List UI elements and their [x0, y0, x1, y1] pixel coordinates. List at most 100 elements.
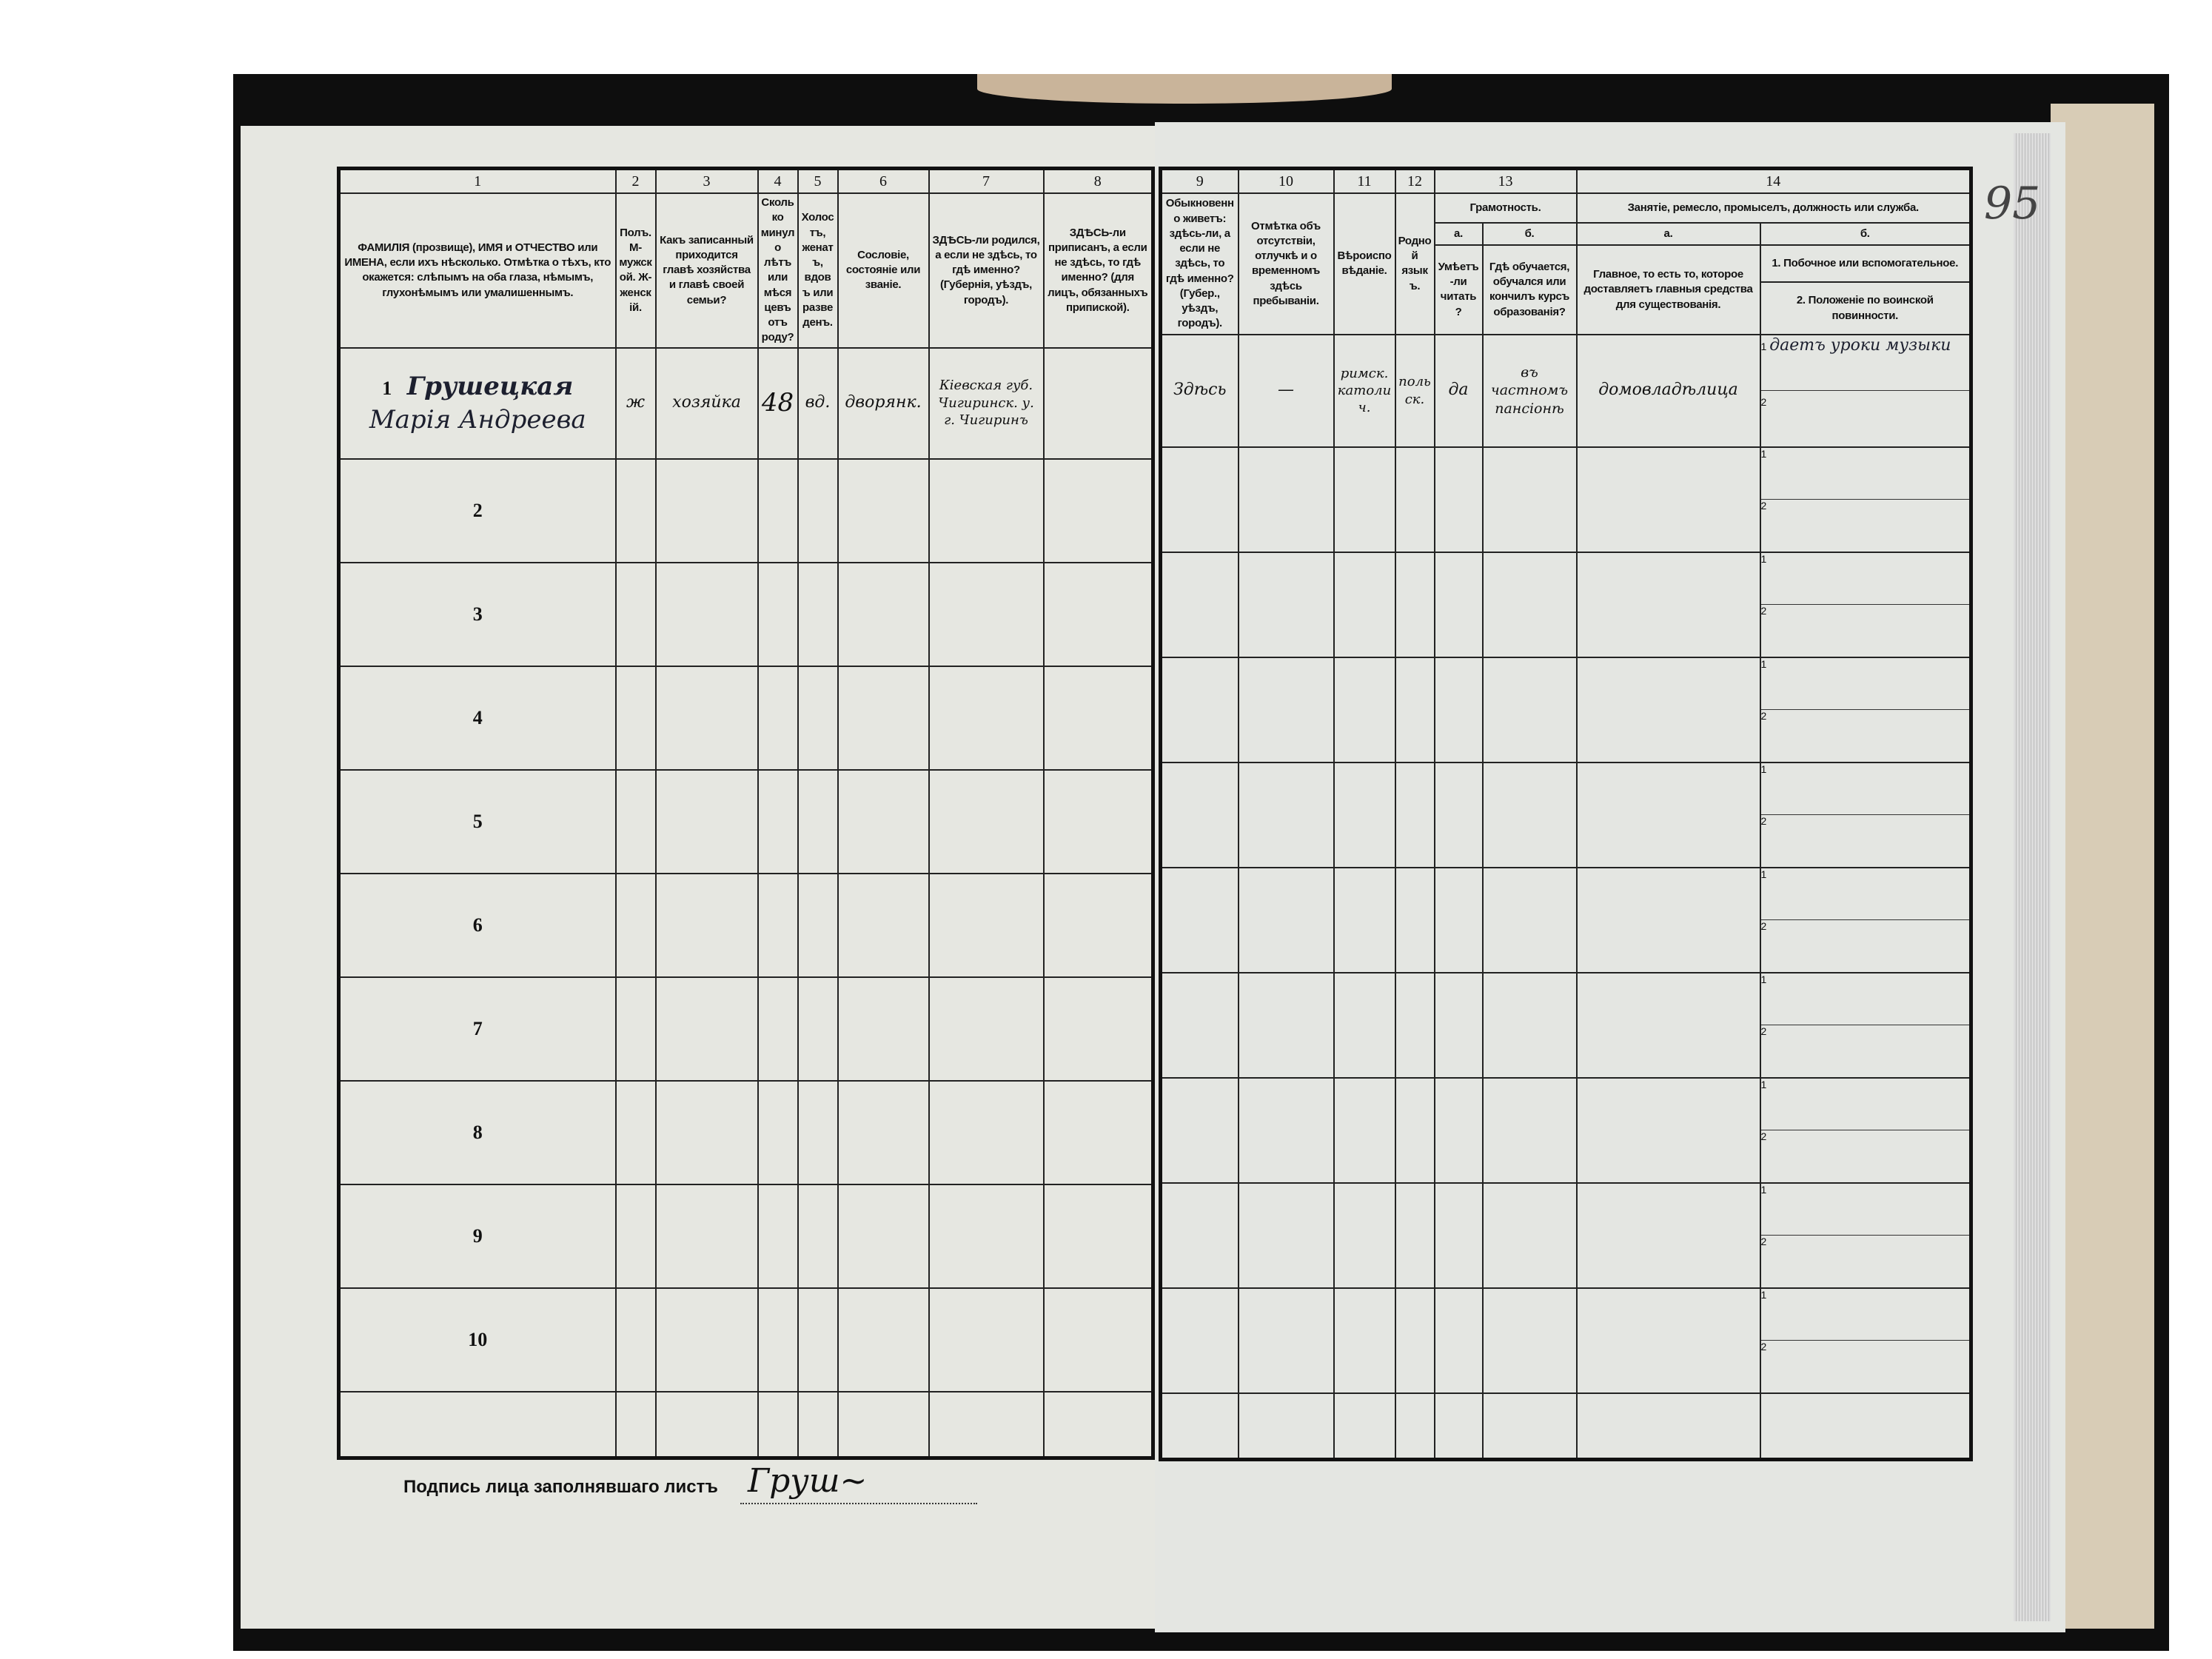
empty-cell	[1575, 761, 1761, 868]
subrow-label: 1	[1760, 340, 1767, 352]
empty-cell	[928, 872, 1045, 978]
residence: Здѣсь	[1159, 333, 1239, 448]
col-num: 8	[1042, 167, 1154, 194]
empty-cell	[1394, 971, 1435, 1079]
page-number: 95	[1984, 178, 2041, 229]
empty-cell	[1433, 761, 1484, 868]
header-name: ФАМИЛІЯ (прозвище), ИМЯ и ОТЧЕСТВО или И…	[338, 192, 617, 349]
blank-row	[338, 1390, 1154, 1459]
empty-cell	[797, 1390, 839, 1459]
empty-cell	[1042, 872, 1154, 978]
table-row: 6	[338, 872, 1154, 978]
empty-cell	[654, 1183, 759, 1289]
marital-status: вд.	[797, 346, 839, 460]
table-row: 1 Грушецкая Марія Андреева ж хозяйка 48 …	[338, 346, 1154, 460]
header-occupation: Занятіе, ремесло, промыселъ, должность и…	[1575, 192, 1972, 224]
name-cell: 6	[338, 872, 617, 978]
row-number: 10	[468, 1328, 488, 1350]
empty-cell	[797, 1079, 839, 1185]
empty-cell	[1394, 446, 1435, 553]
empty-cell	[928, 976, 1045, 1082]
empty-cell	[1394, 1182, 1435, 1289]
header-literacy: Грамотность.	[1433, 192, 1578, 224]
table-row: 9	[338, 1183, 1154, 1289]
empty-cell	[1433, 551, 1484, 658]
empty-cell	[1159, 446, 1239, 553]
empty-cell	[757, 1079, 799, 1185]
empty-cell	[1159, 551, 1239, 658]
header-14b2: 2. Положеніе по воинской повинности.	[1796, 294, 1934, 322]
background-wood	[977, 74, 1392, 104]
empty-cell	[1042, 1390, 1154, 1459]
empty-cell	[1237, 1076, 1335, 1184]
col-num: 1	[338, 167, 617, 194]
birthplace: Кіевская губ. Чигиринск. у. г. Чигиринъ	[928, 346, 1045, 460]
header-age: Сколько минуло лѣтъ или мѣсяцевъ отъ род…	[757, 192, 799, 349]
subrow-label: 2	[1760, 710, 1767, 723]
row-number: 5	[472, 810, 483, 832]
subrow-label: 2	[1760, 605, 1767, 617]
table-row: 4	[338, 665, 1154, 771]
header-residence: Обыкновенно живетъ: здѣсь-ли, а если не …	[1159, 192, 1239, 335]
empty-cell	[1159, 761, 1239, 868]
empty-cell	[1237, 446, 1335, 553]
table-row: 5	[338, 768, 1154, 874]
empty-cell	[1159, 1392, 1239, 1461]
empty-cell	[1237, 1287, 1335, 1394]
empty-cell	[1481, 1287, 1578, 1394]
row-number: 7	[472, 1017, 483, 1039]
empty-cell	[797, 872, 839, 978]
table-row: Здѣсь — римск. католич. польск. да въ ча…	[1159, 333, 1972, 448]
empty-cell	[1481, 1076, 1578, 1184]
subrow-label: 2	[1760, 1130, 1767, 1143]
empty-cell	[837, 1079, 930, 1185]
empty-cell	[1481, 1182, 1578, 1289]
given-names: Марія Андреева	[369, 404, 586, 435]
empty-cell	[1042, 1079, 1154, 1185]
table-row: 3	[338, 561, 1154, 667]
col-num: 9	[1159, 167, 1239, 194]
name-cell: 3	[338, 561, 617, 667]
empty-cell	[654, 458, 759, 563]
empty-cell	[1575, 656, 1761, 763]
col-num: 6	[837, 167, 930, 194]
signature-label: Подпись лица заполнявшаго листъ	[403, 1477, 718, 1497]
header-marital: Холостъ, женатъ, вдовъ или разведенъ.	[797, 192, 839, 349]
empty-cell	[757, 976, 799, 1082]
row-number: 6	[472, 914, 483, 936]
col-num: 13	[1433, 167, 1578, 194]
empty-cell	[1481, 866, 1578, 973]
empty-cell	[1575, 1076, 1761, 1184]
signature: Груш~	[748, 1462, 868, 1500]
subrow-label: 1	[1761, 974, 1969, 1026]
empty-cell	[1042, 665, 1154, 771]
col-num: 2	[614, 167, 657, 194]
empty-cell	[797, 1183, 839, 1289]
header-13b-letter: б.	[1481, 222, 1578, 246]
empty-cell	[654, 1287, 759, 1392]
empty-cell	[797, 1287, 839, 1392]
name-cell: 2	[338, 458, 617, 563]
col-num: 10	[1237, 167, 1335, 194]
subrow-label: 2	[1760, 396, 1767, 409]
empty-cell	[614, 872, 657, 978]
language: польск.	[1394, 333, 1435, 448]
empty-cell	[654, 1079, 759, 1185]
empty-cell	[1575, 446, 1761, 553]
empty-cell	[1481, 551, 1578, 658]
table-row: 7	[338, 976, 1154, 1082]
empty-cell	[1237, 1182, 1335, 1289]
empty-cell	[1575, 971, 1761, 1079]
absence: —	[1237, 333, 1335, 448]
name-cell: 9	[338, 1183, 617, 1289]
empty-cell	[1481, 971, 1578, 1079]
empty-cell	[1333, 551, 1396, 658]
